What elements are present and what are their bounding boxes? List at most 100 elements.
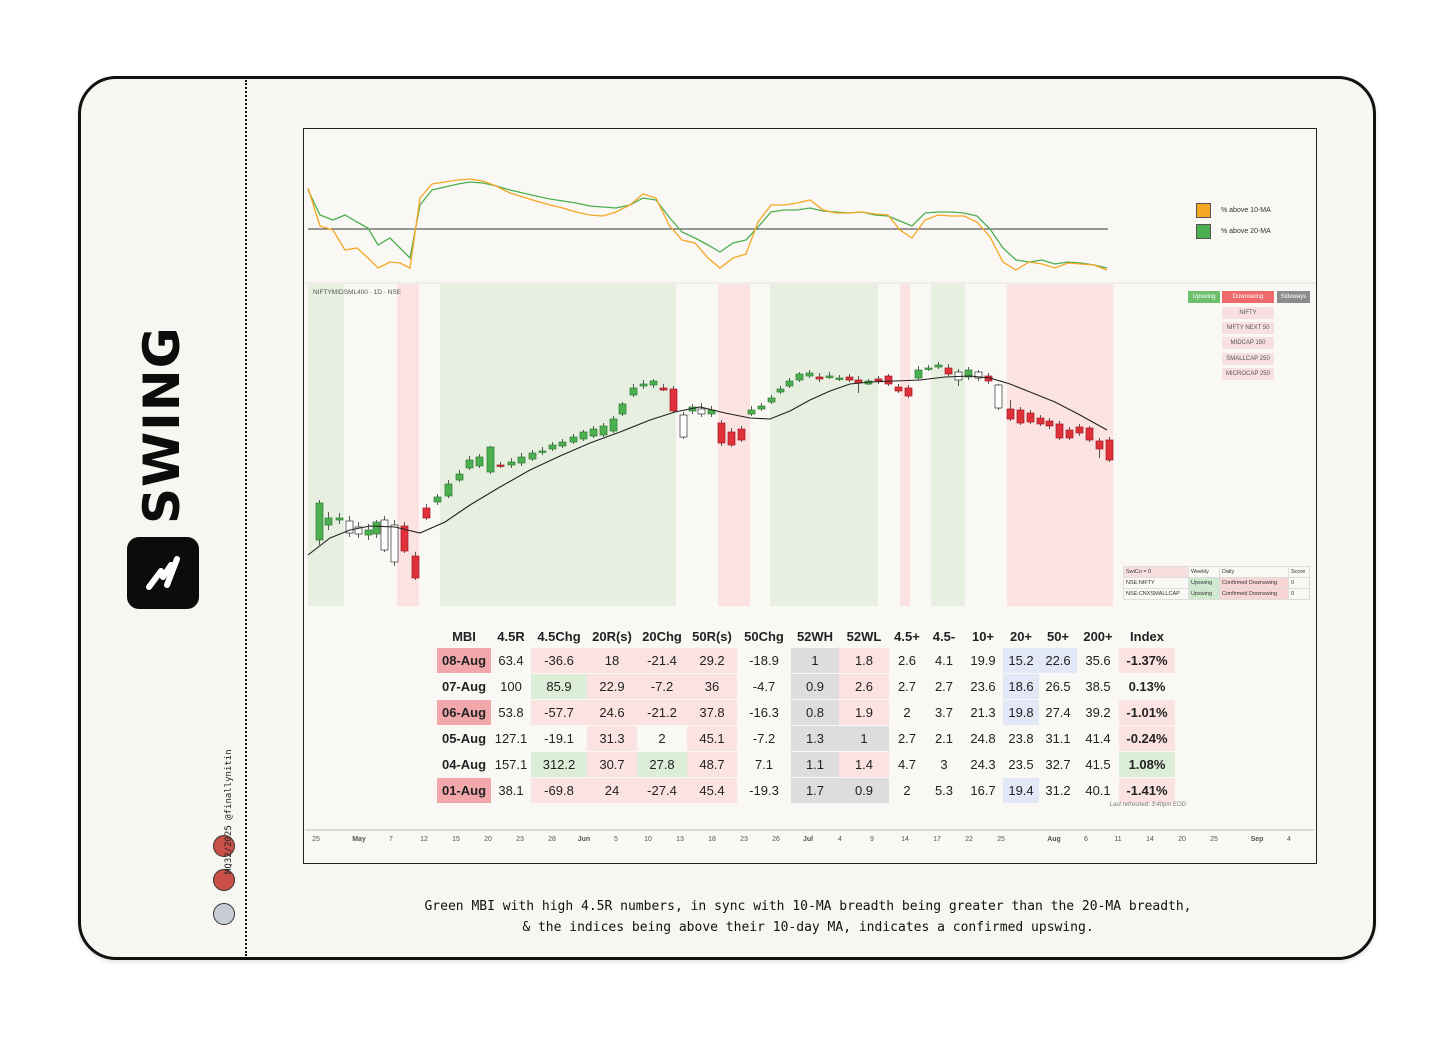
mbi-date-cell: 05-Aug (437, 725, 491, 752)
mbi-cell: 26.5 (1039, 673, 1077, 700)
last-refreshed: Last refreshed: 3:40pm EOD (1109, 802, 1186, 808)
mbi-cell: 0.9 (839, 777, 889, 804)
mbi-cell: 31.1 (1039, 725, 1077, 752)
mbi-cell: 2 (889, 777, 925, 804)
mbi-cell: 32.7 (1039, 751, 1077, 778)
mbi-cell: 22.6 (1039, 648, 1077, 674)
index-nifty-next-50[interactable]: NIFTY NEXT 50 (1222, 322, 1274, 334)
mbi-cell: -7.2 (737, 725, 791, 752)
mbi-cell: 45.1 (687, 725, 737, 752)
index-smallcap-250[interactable]: SMALLCAP 250 (1222, 353, 1274, 365)
mbi-header-cell: 50Chg (744, 628, 784, 644)
mbi-cell: 38.5 (1077, 673, 1119, 700)
mbi-cell: -21.2 (637, 699, 687, 726)
orange-swatch-icon (1196, 202, 1211, 218)
mbi-cell: 2.7 (889, 725, 925, 752)
mbi-cell: 2 (637, 725, 687, 752)
mbi-cell: 2.7 (925, 673, 963, 700)
mbi-cell: 3 (925, 751, 963, 778)
mbi-date-cell: 08-Aug (437, 648, 491, 674)
mbi-header-cell: 52WH (796, 628, 834, 644)
mbi-table: MBI 4.5R 4.5Chg 20R(s) 20Chg 50R(s) 50Chg 52WH 5… (437, 624, 1175, 804)
mbi-header-cell: 52WL (846, 628, 882, 644)
mbi-cell: 0.13% (1119, 673, 1175, 700)
mbi-cell: -69.8 (531, 777, 587, 804)
green-swatch-icon (1196, 223, 1211, 239)
mbi-cell: 31.3 (587, 725, 637, 752)
mbi-header-cell: 20+ (1009, 628, 1033, 644)
status-table: SwiCo = 0 Weekly Daily Score NSE:NIFTY U… (1123, 566, 1310, 600)
mbi-cell: 23.8 (1003, 725, 1039, 752)
mbi-cell: 1.3 (791, 725, 839, 752)
mbi-cell: 48.7 (687, 751, 737, 778)
mbi-cell: 0.9 (791, 673, 839, 700)
mbi-cell: 27.4 (1039, 699, 1077, 726)
mbi-cell: -1.41% (1119, 777, 1175, 804)
mbi-cell: 127.1 (491, 725, 531, 752)
mbi-row: 07-Aug 100 85.9 22.9 -7.2 36 -4.7 0.9 2.6 2.7 2.7 2… (437, 673, 1175, 700)
mbi-cell: 1.08% (1119, 751, 1175, 778)
mbi-header-cell: 4.5- (932, 628, 956, 644)
mbi-header-cell: Index (1130, 628, 1164, 644)
status-header-cell: SwiCo = 0 (1123, 566, 1189, 578)
caption-line-2: & the indices being above their 10-day M… (522, 920, 1094, 935)
mbi-cell: -57.7 (531, 699, 587, 726)
status-header-row: SwiCo = 0 Weekly Daily Score (1123, 566, 1310, 578)
upswing-button[interactable]: Upswing (1188, 291, 1220, 303)
mbi-cell: 2 (889, 699, 925, 726)
mbi-cell: 157.1 (491, 751, 531, 778)
legend-label-10ma: % above 10-MA (1221, 206, 1271, 214)
mbi-cell: 85.9 (531, 673, 587, 700)
credit-text: MQ32/2025 @finallynitin (224, 749, 234, 874)
caption: Green MBI with high 4.5R numbers, in syn… (260, 896, 1356, 938)
mbi-cell: 23.5 (1003, 751, 1039, 778)
index-microcap-250[interactable]: MICROCAP 250 (1222, 368, 1274, 380)
mbi-cell: 2.1 (925, 725, 963, 752)
mbi-cell: 36 (687, 673, 737, 700)
mbi-cell: 45.4 (687, 777, 737, 804)
status-row: NSE:NIFTY Upswing Confirmed Downswing 0 (1123, 577, 1310, 589)
mbi-cell: 19.8 (1003, 699, 1039, 726)
mbi-cell: -18.9 (737, 648, 791, 674)
mbi-header-cell: 4.5Chg (537, 628, 581, 644)
mbi-cell: 41.5 (1077, 751, 1119, 778)
index-midcap-150[interactable]: MIDCAP 150 (1222, 337, 1274, 349)
legend-item-20ma: % above 20-MA (1196, 223, 1271, 239)
caption-line-1: Green MBI with high 4.5R numbers, in syn… (424, 899, 1192, 914)
mbi-cell: 30.7 (587, 751, 637, 778)
mbi-cell: -0.24% (1119, 725, 1175, 752)
mbi-header-row: MBI 4.5R 4.5Chg 20R(s) 20Chg 50R(s) 50Chg 52WH 5… (437, 624, 1175, 648)
mbi-cell: -4.7 (737, 673, 791, 700)
symbol-label: NIFTYMIDSML400 · 1D · NSE (313, 289, 402, 296)
mbi-header-cell: 4.5R (497, 628, 525, 644)
mbi-cell: 2.6 (889, 648, 925, 674)
sideways-button[interactable]: Sideways (1277, 291, 1310, 303)
mbi-cell: 24.6 (587, 699, 637, 726)
mbi-cell: 21.3 (963, 699, 1003, 726)
mbi-row: 04-Aug 157.1 312.2 30.7 27.8 48.7 7.1 1.1 1.4 4.7… (437, 751, 1175, 778)
mbi-cell: 4.7 (889, 751, 925, 778)
mbi-cell: 0.8 (791, 699, 839, 726)
mbi-cell: 1 (791, 648, 839, 674)
index-nifty[interactable]: NIFTY (1222, 307, 1274, 319)
mbi-cell: 23.6 (963, 673, 1003, 700)
mbi-cell: 2.7 (889, 673, 925, 700)
status-row: NSE:CNXSMALLCAP Upswing Confirmed Downsw… (1123, 588, 1310, 600)
mbi-cell: 63.4 (491, 648, 531, 674)
mbi-cell: 22.9 (587, 673, 637, 700)
status-cell: Upswing (1188, 588, 1220, 600)
mbi-cell: 5.3 (925, 777, 963, 804)
mbi-cell: 29.2 (687, 648, 737, 674)
status-header-cell: Score (1288, 566, 1310, 578)
mbi-date-cell: 06-Aug (437, 699, 491, 726)
mbi-date-cell: 07-Aug (437, 673, 491, 700)
mbi-cell: 4.1 (925, 648, 963, 674)
mbi-cell: 1 (839, 725, 889, 752)
mbi-date-cell: 01-Aug (437, 777, 491, 804)
mbi-cell: 41.4 (1077, 725, 1119, 752)
mbi-cell: 24.8 (963, 725, 1003, 752)
mbi-cell: -21.4 (637, 648, 687, 674)
mbi-cell: 40.1 (1077, 777, 1119, 804)
mbi-date-cell: 04-Aug (437, 751, 491, 778)
downswing-button[interactable]: Downswing (1222, 291, 1274, 303)
